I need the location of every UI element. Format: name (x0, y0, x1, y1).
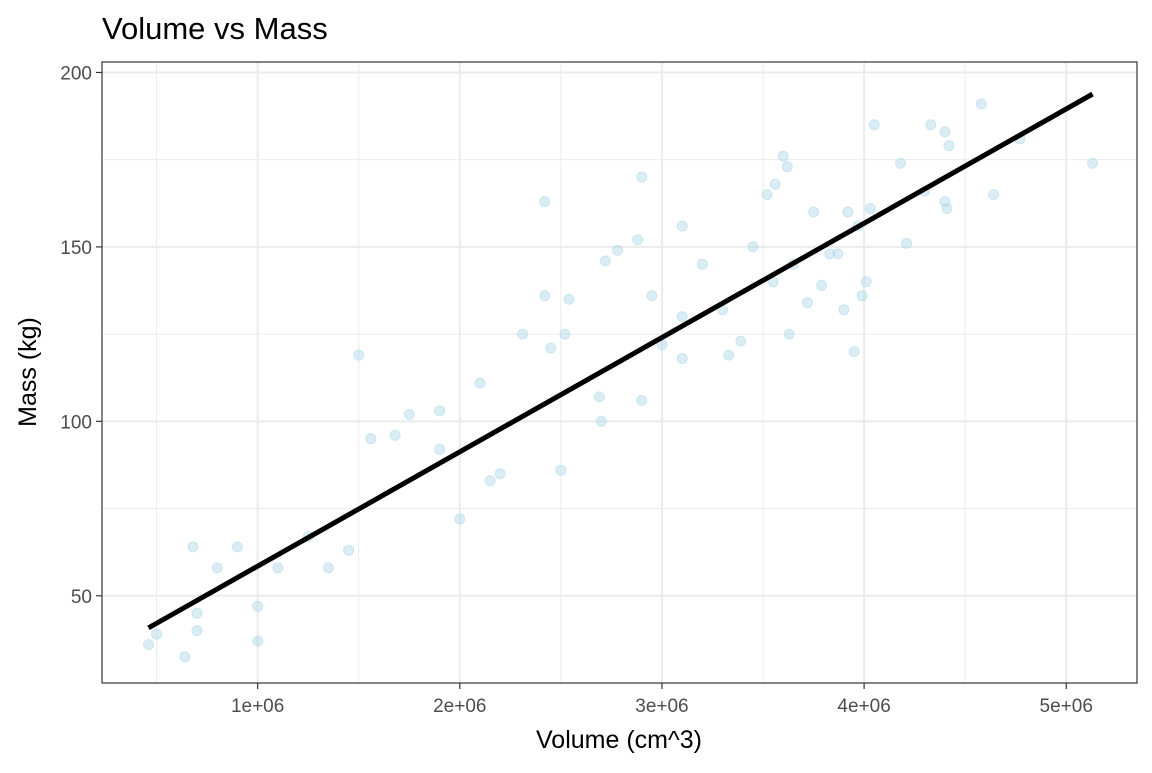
data-point (252, 635, 264, 647)
x-axis-title: Volume (cm^3) (536, 726, 702, 754)
y-tick-label: 100 (60, 412, 92, 433)
data-point (988, 189, 999, 201)
data-point (747, 241, 759, 253)
data-point (434, 443, 446, 455)
data-point (941, 203, 953, 214)
data-point (868, 119, 880, 131)
data-point (252, 600, 264, 612)
data-point (632, 234, 644, 246)
data-point (272, 562, 284, 574)
data-point (864, 203, 876, 214)
data-point (555, 464, 567, 476)
data-point (353, 349, 365, 361)
y-tick-label: 200 (60, 63, 92, 84)
data-point (474, 377, 486, 389)
data-point (636, 394, 648, 406)
data-point (211, 562, 223, 574)
data-point (975, 98, 987, 110)
data-point (595, 415, 607, 427)
data-point (735, 335, 747, 347)
data-point (484, 475, 496, 487)
data-point (1087, 157, 1098, 169)
data-point (676, 311, 688, 323)
panel-border (101, 61, 1138, 684)
chart-title: Volume vs Mass (102, 11, 328, 46)
data-point (403, 408, 415, 420)
data-point (143, 639, 154, 651)
data-point (187, 541, 199, 553)
data-point (925, 119, 937, 131)
data-point (494, 468, 506, 480)
data-point (539, 196, 551, 208)
data-point (769, 178, 781, 190)
data-point (824, 248, 836, 260)
data-point (563, 293, 575, 305)
y-tick-label: 50 (71, 587, 92, 608)
grid-lines (102, 62, 1137, 683)
data-point (179, 651, 191, 663)
data-point (676, 353, 688, 364)
x-tick-label: 2e+06 (433, 696, 486, 717)
data-point (802, 297, 813, 309)
data-point (808, 206, 820, 218)
data-point (545, 342, 557, 354)
data-point (434, 405, 446, 417)
data-point (777, 150, 789, 162)
data-point (612, 244, 623, 256)
data-point (842, 206, 854, 218)
data-point (901, 237, 913, 249)
x-axis: 1e+06 2e+06 3e+06 4e+06 5e+06 (231, 683, 1093, 717)
data-point (816, 279, 828, 291)
data-point (365, 433, 377, 445)
data-point (599, 255, 611, 267)
y-axis-title: Mass (kg) (14, 317, 42, 427)
data-point (696, 258, 708, 270)
data-points (143, 98, 1098, 663)
x-tick-label: 3e+06 (635, 696, 688, 717)
data-point (231, 541, 243, 553)
data-point (856, 290, 868, 302)
data-point (636, 171, 648, 183)
data-point (783, 328, 795, 340)
data-point (939, 126, 951, 138)
fit-line-layer (147, 91, 1094, 631)
data-point (559, 328, 571, 340)
data-point (322, 562, 334, 574)
data-point (832, 248, 844, 260)
data-point (860, 276, 872, 288)
data-point (781, 161, 793, 173)
data-point (939, 196, 951, 208)
fit-line (147, 91, 1094, 631)
data-point (593, 391, 605, 403)
x-tick-label: 1e+06 (231, 696, 284, 717)
y-tick-label: 150 (60, 238, 92, 259)
y-axis: 50 100 150 200 (60, 63, 102, 608)
data-point (191, 607, 203, 619)
x-tick-label: 4e+06 (837, 696, 890, 717)
data-point (848, 346, 860, 358)
data-point (723, 349, 735, 361)
data-point (389, 429, 401, 441)
data-point (646, 290, 658, 302)
data-point (454, 513, 466, 525)
data-point (517, 328, 528, 340)
data-point (895, 157, 906, 169)
data-point (676, 220, 688, 232)
data-point (943, 140, 955, 152)
data-point (539, 290, 551, 302)
data-point (151, 628, 163, 640)
data-point (343, 544, 355, 556)
data-point (191, 625, 203, 637)
x-tick-label: 5e+06 (1040, 696, 1093, 717)
data-point (761, 189, 773, 201)
data-point (838, 304, 850, 316)
